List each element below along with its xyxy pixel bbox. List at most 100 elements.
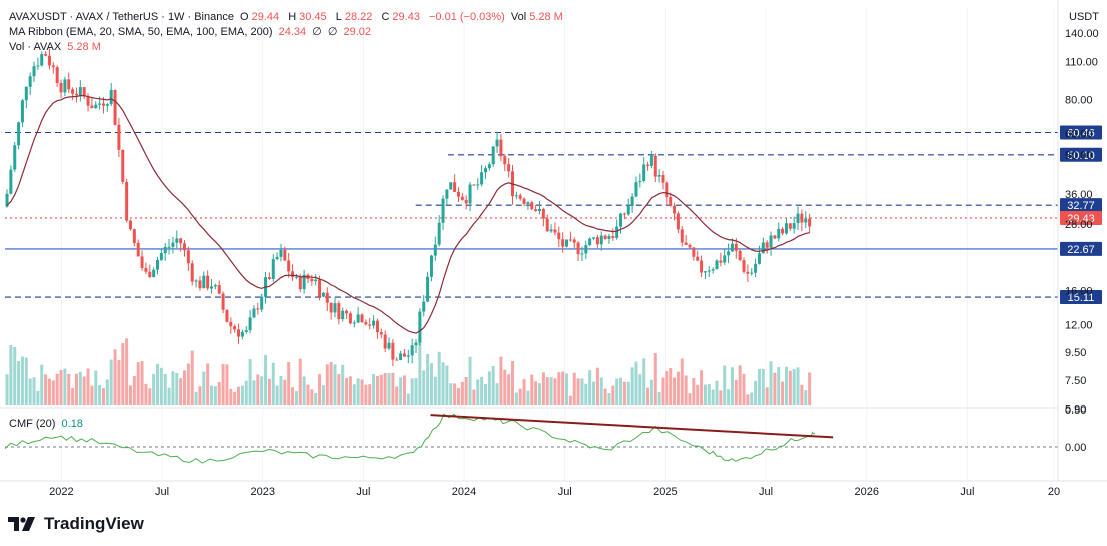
candle-body <box>418 311 422 343</box>
level-tag-0 <box>1060 125 1102 140</box>
price-tick-10: 7.50 <box>1065 375 1086 387</box>
volume-bar <box>592 381 596 405</box>
volume-bar <box>565 373 569 405</box>
tradingview-logo[interactable]: TradingView <box>8 514 144 534</box>
symbol-title[interactable]: AVAXUSDT · AVAX / TetherUS · 1W · Binanc… <box>9 11 234 23</box>
candle-body <box>302 274 306 290</box>
candle-body <box>541 208 545 219</box>
volume-bar <box>136 362 140 405</box>
candle-body <box>757 253 761 264</box>
candle-body <box>734 243 738 251</box>
volume-bar <box>441 362 445 405</box>
volume-bar <box>615 378 619 405</box>
candle-body <box>348 313 352 324</box>
volume-bar <box>634 361 638 405</box>
volume-bar <box>703 384 707 405</box>
volume-bar <box>113 349 117 405</box>
candle-body <box>723 255 727 263</box>
volume-bar <box>63 368 67 405</box>
volume-bar <box>13 346 17 405</box>
price-tick-3: 60.00 <box>1065 128 1093 140</box>
volume-bar <box>32 377 36 405</box>
volume-bar <box>156 363 160 405</box>
candle-body <box>553 229 557 233</box>
volume-bar <box>553 378 557 405</box>
volume-bar <box>144 383 148 405</box>
volume-bar <box>541 372 545 405</box>
volume-bar <box>757 368 761 405</box>
candle-body <box>167 246 171 248</box>
level-tag-4 <box>1060 241 1102 256</box>
volume-bar <box>82 376 86 405</box>
grid <box>60 8 1055 480</box>
axes: 140.00 110.00 80.00 60.00 50.00 36.00 28.00 16.… <box>0 0 1107 498</box>
volume-bar <box>283 379 287 405</box>
candle-body <box>491 146 495 165</box>
volume-bar <box>121 343 125 405</box>
candle-body <box>375 320 379 333</box>
volume-bar <box>649 379 653 405</box>
candle-body <box>642 164 646 181</box>
vol-label: Vol <box>510 11 527 23</box>
volume-bar <box>518 388 522 405</box>
volume-bar <box>213 386 217 405</box>
volume-bar <box>271 362 275 405</box>
candle-body <box>372 320 376 326</box>
volume-bar <box>804 390 808 405</box>
ma-ribbon-label[interactable]: MA Ribbon (EMA, 20, SMA, 50, EMA, 100, E… <box>9 26 273 38</box>
candle-body <box>156 259 160 270</box>
price-tick-2: 80.00 <box>1065 94 1093 106</box>
volume-bar <box>715 380 719 405</box>
candle-body <box>657 175 661 177</box>
volume-bar <box>673 377 677 405</box>
candle-body <box>402 353 406 357</box>
volume-bar <box>306 384 310 405</box>
volume-bar <box>372 374 376 405</box>
vol-row-label[interactable]: Vol · AVAX <box>9 41 62 53</box>
candle-body <box>700 260 704 273</box>
candle-body <box>225 309 229 322</box>
candle-body <box>453 182 457 192</box>
legend-row-ma: MA Ribbon (EMA, 20, SMA, 50, EMA, 100, E… <box>9 25 374 39</box>
candle-body <box>267 277 271 279</box>
time-tick-4: 2024 <box>452 486 476 498</box>
volume-bar <box>333 364 337 405</box>
candle-body <box>152 269 156 278</box>
volume-bar <box>291 387 295 405</box>
candle-body <box>51 65 55 68</box>
volume-bar <box>676 371 680 405</box>
candle-body <box>507 164 511 172</box>
volume-bar <box>348 376 352 405</box>
volume-bar <box>337 374 341 405</box>
candle-body <box>487 164 491 169</box>
cmf-trendline <box>430 414 834 439</box>
price-tick-7: 16.00 <box>1065 285 1093 297</box>
volume-bar <box>788 370 792 405</box>
volume-bar <box>186 363 190 405</box>
volume-bar <box>206 363 210 405</box>
candle-body <box>140 256 144 268</box>
candle-body <box>449 182 453 190</box>
volume-bar <box>402 375 406 405</box>
volume-bar <box>352 384 356 405</box>
ma-value-4: 29.02 <box>343 26 372 38</box>
volume-bar <box>611 385 615 405</box>
candle-body <box>294 276 298 278</box>
volume-bar <box>456 387 460 405</box>
volume-bar <box>59 370 63 405</box>
time-tick-9: Jul <box>960 486 974 498</box>
volume-bar <box>74 373 78 405</box>
volume-bar <box>125 338 129 405</box>
candle-body <box>132 229 136 243</box>
candle-body <box>522 198 526 204</box>
volume-bar <box>194 391 198 405</box>
volume-bar <box>526 390 530 405</box>
volume-bar <box>28 378 32 405</box>
price-tick-9: 9.50 <box>1065 347 1086 359</box>
cmf-label[interactable]: CMF (20) <box>9 418 56 430</box>
candle-body <box>669 197 673 206</box>
level-label-3: 29.43 <box>1067 213 1095 225</box>
volume-bar <box>345 377 349 405</box>
